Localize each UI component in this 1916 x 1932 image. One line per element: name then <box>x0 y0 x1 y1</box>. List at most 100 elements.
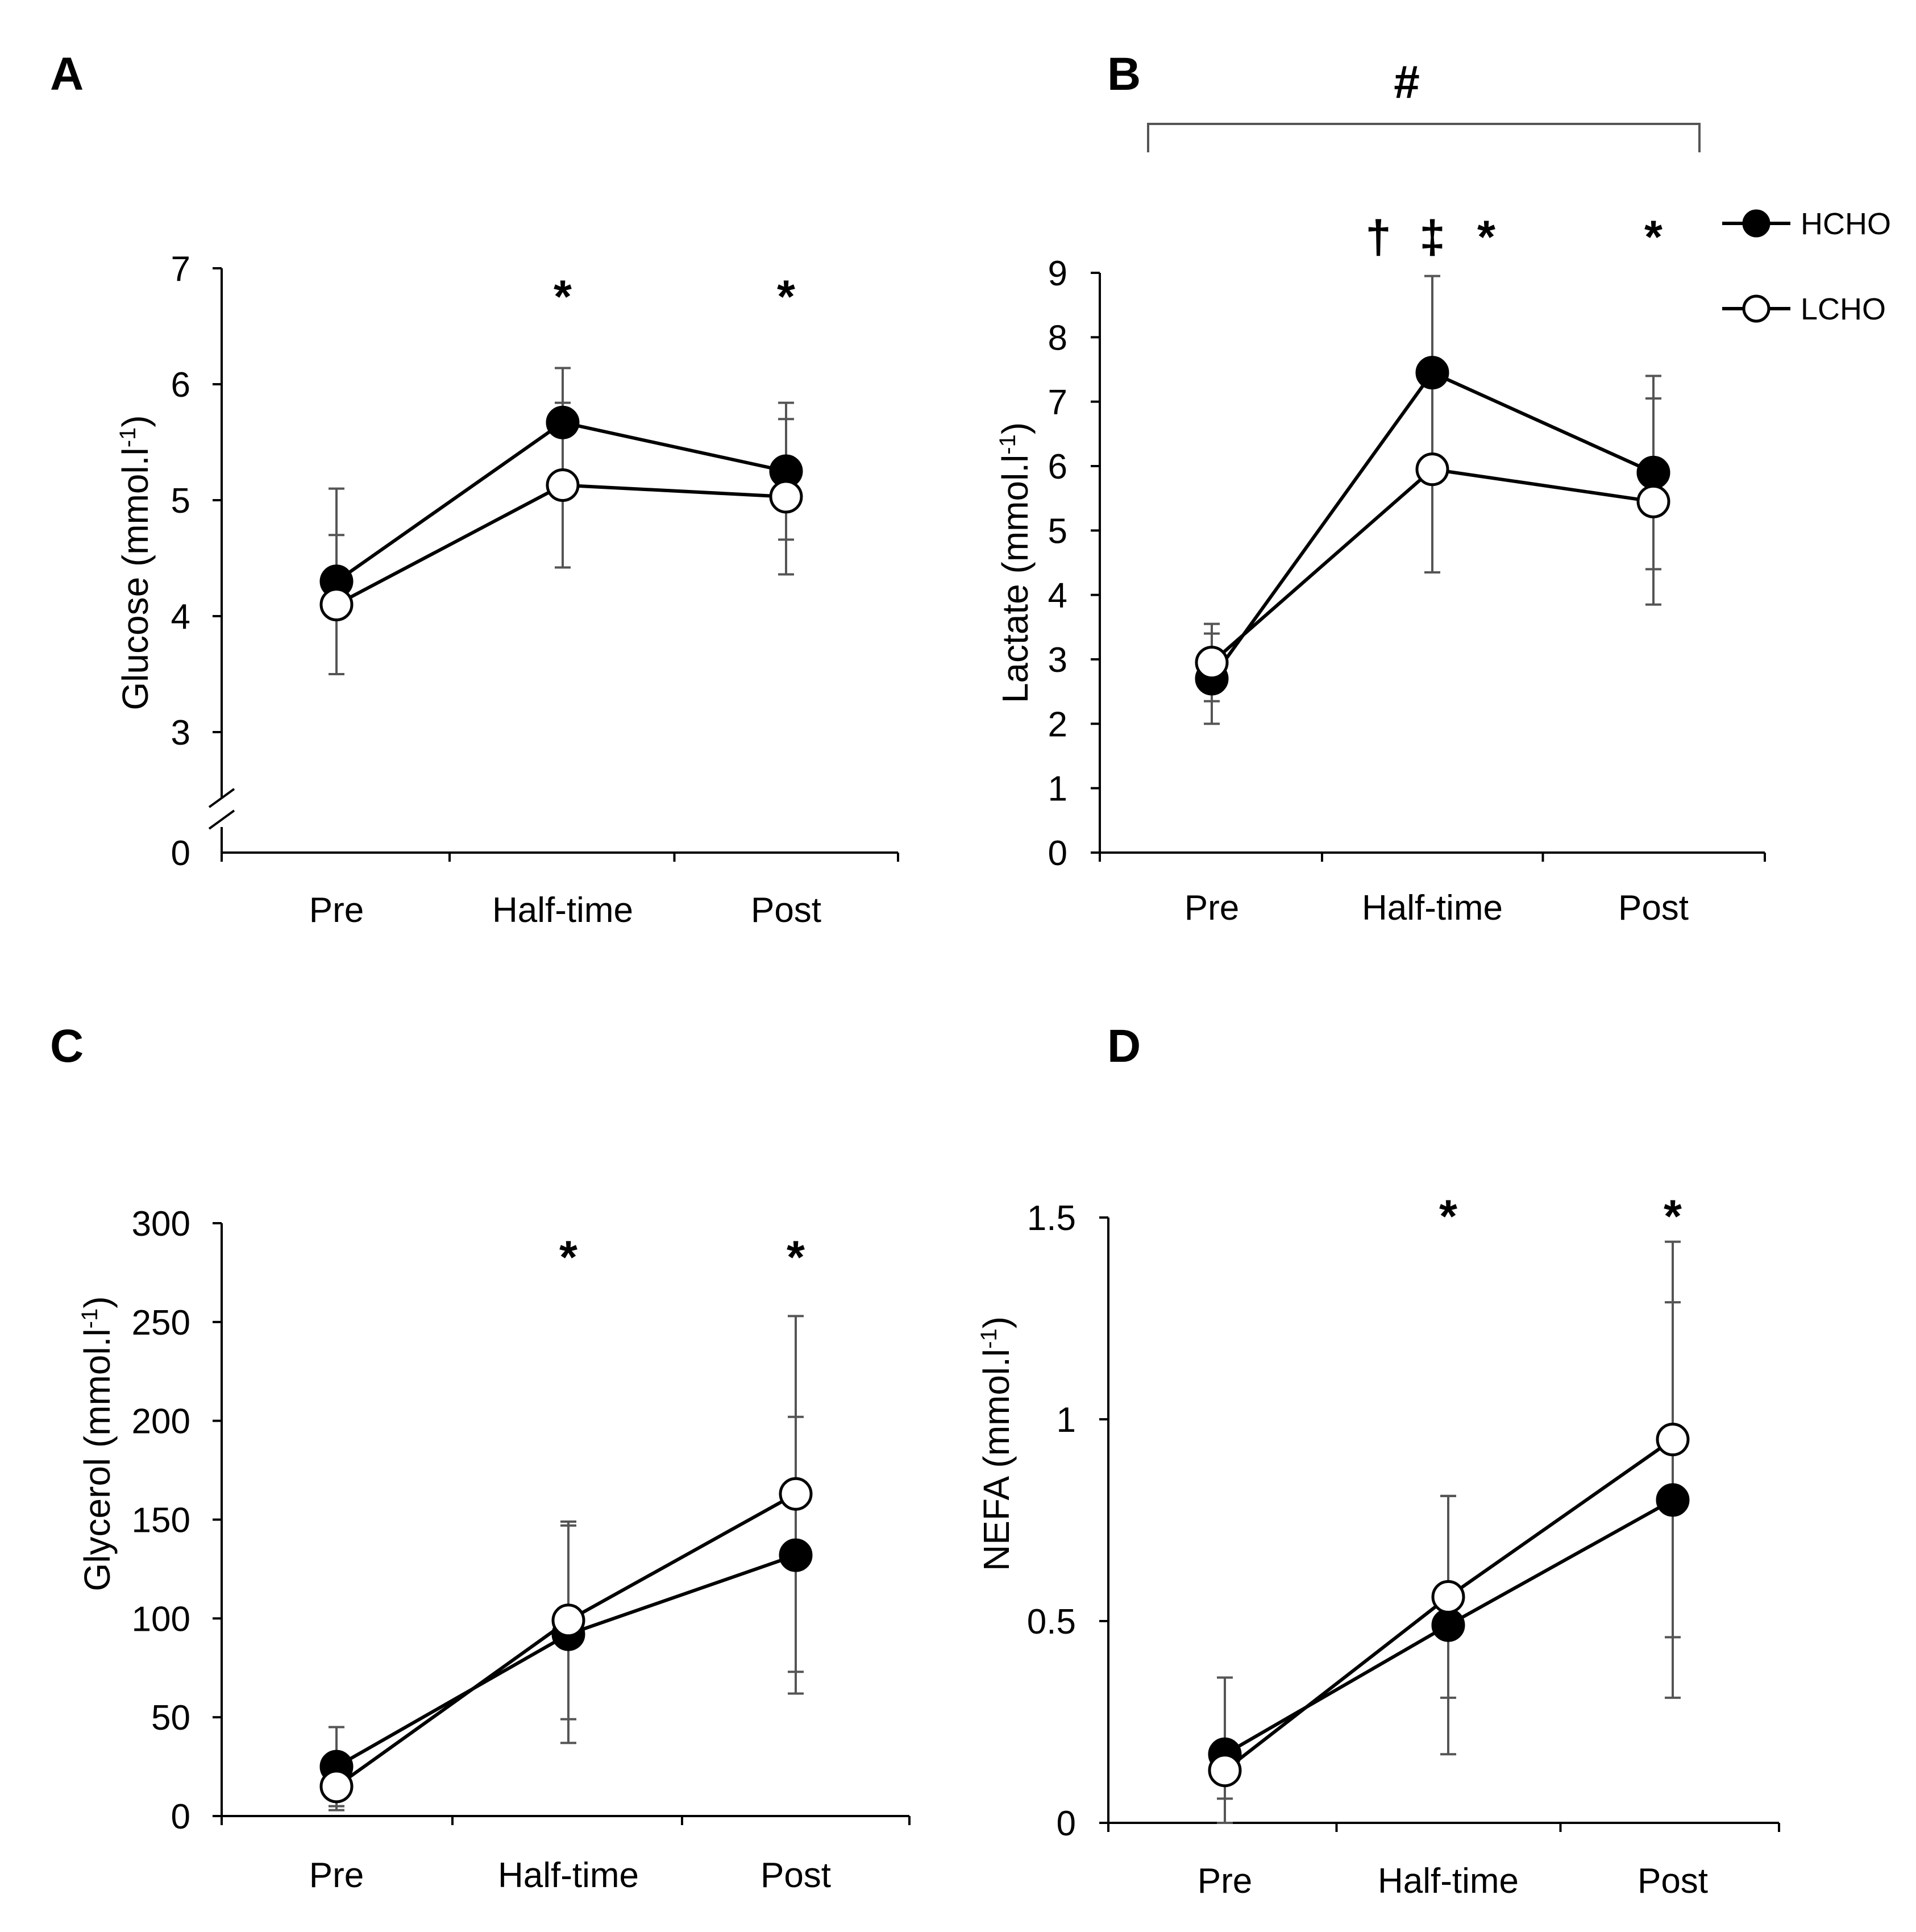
legend-label-lcho: LCHO <box>1801 292 1886 326</box>
panel-letter-b: B <box>1107 48 1141 100</box>
y-axis-title-c: Glycerol (mmol.l-1) <box>77 1296 118 1591</box>
y-tick-label-b: 8 <box>1048 318 1067 358</box>
significance-marker-c: * <box>787 1232 805 1283</box>
panel-d-nefa: D NEFA (mmol.l-1) 0 0.5 1 1.5 Pre Half-time Po… <box>976 1020 1780 1901</box>
significance-marker-b: † <box>1365 211 1391 263</box>
data-point-lcho-c <box>779 1477 813 1511</box>
data-point-lcho-d <box>1431 1580 1465 1614</box>
data-point-lcho-a <box>769 480 803 514</box>
y-tick-label-d: 1.5 <box>1027 1199 1076 1238</box>
x-category-label-d: Half-time <box>1378 1862 1519 1901</box>
y-tick-label-d: 0 <box>1057 1804 1076 1843</box>
data-marks-b: † ‡ * * <box>1195 211 1670 725</box>
y-axis-title-d: NEFA (mmol.l-1) <box>976 1316 1017 1571</box>
panel-a-glucose: A Glucose (mmol.l-1) 0 3 4 5 6 7 Pre Half-time P… <box>50 48 899 930</box>
y-axis-title-a: Glucose (mmol.l-1) <box>115 415 156 710</box>
legend-marker-hcho <box>1742 209 1770 238</box>
x-category-label-c: Half-time <box>498 1856 639 1895</box>
axis-break-mark-upper-a <box>208 788 235 808</box>
x-category-label-d: Pre <box>1198 1862 1252 1901</box>
y-tick-label-a: 3 <box>171 713 190 753</box>
panel-letter-a: A <box>50 48 84 100</box>
series-line-hcho-a <box>335 421 787 583</box>
data-point-hcho-b <box>1415 356 1449 390</box>
data-point-lcho-a <box>319 588 354 622</box>
data-point-lcho-c <box>319 1769 354 1804</box>
axes-b: 0 1 2 3 4 5 6 7 8 9 Pre Half-time Post <box>1048 254 1766 928</box>
y-tick-label-d: 0.5 <box>1027 1602 1076 1642</box>
legend: HCHO LCHO <box>1722 207 1891 326</box>
data-marks-d: * * <box>1208 1191 1690 1824</box>
data-point-lcho-a <box>546 468 580 502</box>
y-tick-label-b: 7 <box>1048 383 1067 422</box>
data-point-lcho-b <box>1195 646 1229 680</box>
y-tick-label-a: 5 <box>171 481 190 521</box>
y-tick-label-b: 9 <box>1048 254 1067 293</box>
significance-marker-b: ‡ <box>1419 211 1445 263</box>
y-tick-label-c: 200 <box>132 1402 190 1441</box>
bracket-b <box>1147 123 1701 152</box>
series-line-lcho-a <box>335 483 787 606</box>
significance-marker-a: * <box>554 271 572 323</box>
significance-marker-d: * <box>1664 1191 1682 1243</box>
y-tick-label-a: 4 <box>171 597 190 637</box>
data-point-lcho-c <box>551 1603 585 1638</box>
axes-d: 0 0.5 1 1.5 Pre Half-time Post <box>1027 1199 1780 1901</box>
data-marks-c: * * <box>319 1232 813 1811</box>
legend-item-lcho: LCHO <box>1722 292 1886 326</box>
data-marks-a: * * <box>319 271 803 675</box>
panel-letter-c: C <box>50 1020 84 1072</box>
y-tick-label-c: 150 <box>132 1501 190 1540</box>
panel-c-glycerol: C Glycerol (mmol.l-1) 0 50 100 150 200 250 300… <box>50 1020 911 1895</box>
axis-break-mark-lower-a <box>208 809 235 830</box>
y-tick-label-b: 4 <box>1048 576 1067 616</box>
axes-a: 0 3 4 5 6 7 Pre Half-time Post <box>171 250 899 930</box>
x-category-label-a: Half-time <box>492 891 633 930</box>
y-tick-label-a: 6 <box>171 365 190 405</box>
y-tick-label-b: 5 <box>1048 512 1067 551</box>
significance-marker-a: * <box>777 271 795 323</box>
significance-marker-b: * <box>1477 211 1495 263</box>
y-tick-label-c: 250 <box>132 1303 190 1343</box>
legend-label-hcho: HCHO <box>1801 207 1891 241</box>
y-tick-label-b: 3 <box>1048 641 1067 680</box>
data-point-hcho-c <box>779 1538 813 1572</box>
x-category-label-b: Pre <box>1184 888 1239 928</box>
y-tick-label-b: 1 <box>1048 770 1067 809</box>
y-tick-label-b: 6 <box>1048 447 1067 487</box>
x-category-label-a: Post <box>751 891 821 930</box>
y-tick-label-c: 100 <box>132 1599 190 1639</box>
significance-marker-b: * <box>1644 211 1663 263</box>
significance-marker-c: * <box>559 1232 577 1283</box>
x-category-label-c: Pre <box>309 1856 364 1895</box>
data-point-lcho-b <box>1636 484 1670 518</box>
y-tick-label-d: 1 <box>1057 1401 1076 1440</box>
axes-c: 0 50 100 150 200 250 300 Pre Half-time Post <box>132 1204 911 1895</box>
x-category-label-d: Post <box>1637 1862 1708 1901</box>
significance-marker-d: * <box>1439 1191 1457 1243</box>
x-category-label-c: Post <box>760 1856 831 1895</box>
data-point-hcho-d <box>1431 1608 1465 1642</box>
y-axis-title-b: Lactate (mmol.l-1) <box>995 422 1036 703</box>
axis-break-gap-a <box>205 797 239 821</box>
data-point-hcho-a <box>546 405 580 439</box>
y-tick-label-a: 0 <box>171 834 190 873</box>
y-tick-label-c: 0 <box>171 1797 190 1837</box>
y-tick-label-b: 0 <box>1048 834 1067 873</box>
x-category-label-b: Post <box>1618 888 1689 928</box>
data-point-hcho-d <box>1656 1483 1690 1517</box>
y-tick-label-b: 2 <box>1048 705 1067 744</box>
legend-marker-lcho <box>1742 294 1770 323</box>
series-line-hcho-c <box>335 1553 796 1768</box>
data-point-lcho-b <box>1415 452 1449 487</box>
panel-b-lactate: B Lactate (mmol.l-1) # 0 1 2 3 4 5 6 7 8 9 Pre Half… <box>995 48 1766 928</box>
x-category-label-b: Half-time <box>1362 888 1503 928</box>
data-point-lcho-d <box>1656 1423 1690 1456</box>
y-tick-label-a: 7 <box>171 250 190 289</box>
data-point-lcho-d <box>1208 1754 1242 1788</box>
panel-letter-d: D <box>1107 1020 1141 1072</box>
legend-item-hcho: HCHO <box>1722 207 1891 241</box>
y-tick-label-c: 300 <box>132 1204 190 1244</box>
data-point-hcho-b <box>1636 455 1670 489</box>
